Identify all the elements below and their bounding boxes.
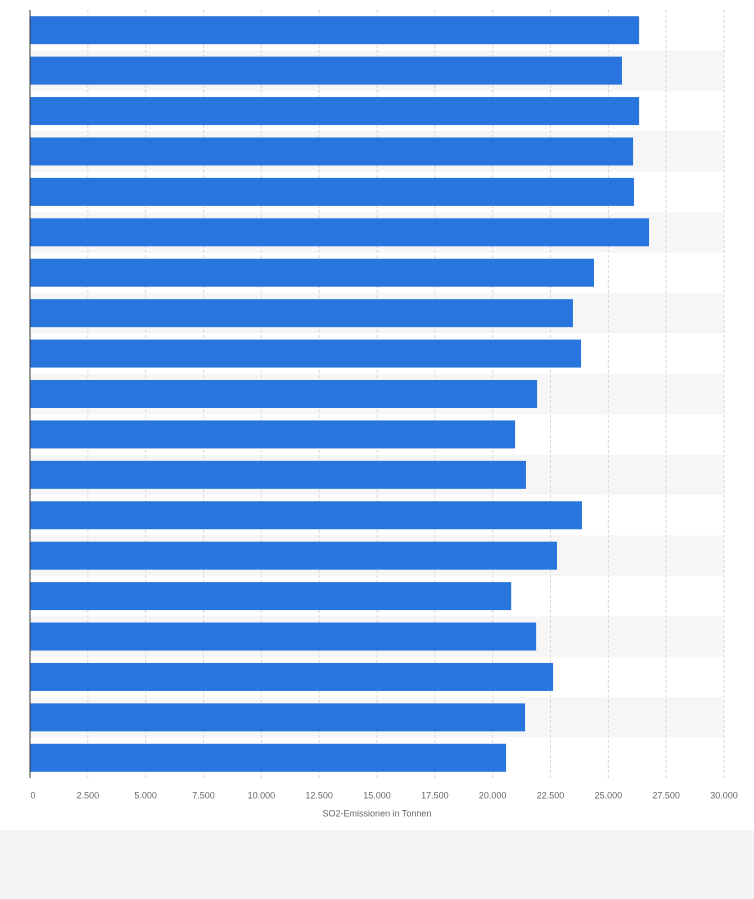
bar bbox=[30, 380, 538, 408]
bar bbox=[30, 420, 516, 449]
x-axis-label: SO2-Emissionen in Tonnen bbox=[323, 808, 432, 818]
bar bbox=[30, 339, 582, 368]
bar bbox=[30, 97, 640, 126]
x-tick-label: 22.500 bbox=[537, 790, 565, 800]
x-tick-label: 20.000 bbox=[479, 790, 507, 800]
x-tick-label: 10.000 bbox=[248, 790, 276, 800]
x-tick-label: 30.000 bbox=[710, 790, 738, 800]
bar bbox=[30, 541, 557, 570]
bar bbox=[30, 137, 634, 166]
bar bbox=[30, 299, 573, 328]
x-tick-label: 15.000 bbox=[363, 790, 391, 800]
bar bbox=[30, 662, 554, 691]
x-tick-label: 0 bbox=[30, 790, 35, 800]
x-tick-label: 5.000 bbox=[134, 790, 157, 800]
bar bbox=[30, 56, 622, 85]
bar bbox=[30, 703, 526, 732]
bar bbox=[30, 218, 650, 247]
x-tick-label: 7.500 bbox=[192, 790, 215, 800]
footer-background bbox=[0, 830, 754, 899]
bar bbox=[30, 460, 526, 489]
x-tick-label: 2.500 bbox=[77, 790, 100, 800]
x-tick-label: 12.500 bbox=[305, 790, 333, 800]
bar bbox=[30, 622, 537, 651]
bar bbox=[30, 16, 640, 45]
bar bbox=[30, 743, 507, 772]
bar bbox=[30, 258, 594, 287]
bar bbox=[30, 177, 635, 206]
bar bbox=[30, 582, 512, 611]
x-tick-label: 17.500 bbox=[421, 790, 449, 800]
x-tick-label: 25.000 bbox=[595, 790, 623, 800]
x-tick-label: 27.500 bbox=[652, 790, 680, 800]
bar bbox=[30, 501, 582, 530]
